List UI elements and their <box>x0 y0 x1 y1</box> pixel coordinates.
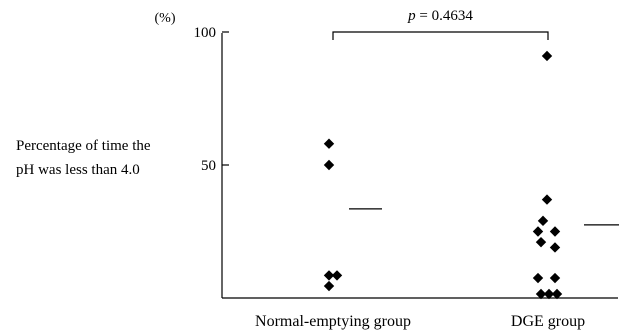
mean-lines <box>349 208 619 226</box>
data-point-group2-12 <box>551 288 563 300</box>
data-point-group1-4 <box>331 270 343 281</box>
category-label-1: Normal-emptying group <box>255 313 411 330</box>
data-point-group2-9 <box>549 272 561 284</box>
data-point-group2-1 <box>541 50 553 62</box>
y-axis-label-line-1: Percentage of time the <box>16 138 151 154</box>
data-point-group2-6 <box>535 236 547 248</box>
data-point-group1-3 <box>323 270 335 281</box>
y-axis-label-line-2: pH was less than 4.0 <box>16 162 140 178</box>
category-labels: Normal-emptying group DGE group <box>255 313 585 330</box>
data-point-group2-2 <box>541 194 553 205</box>
data-point-group2-4 <box>532 226 544 237</box>
bracket-line <box>332 31 549 40</box>
data-point-group1-1 <box>323 138 335 149</box>
data-point-group2-3 <box>537 215 549 227</box>
p-symbol: p <box>407 8 416 24</box>
p-value-text: = 0.4634 <box>416 8 474 24</box>
y-tick-label-50: 50 <box>201 158 216 174</box>
significance-bracket: p = 0.4634 <box>332 8 549 40</box>
data-point-group2-5 <box>549 226 561 237</box>
y-tick-label-100: 100 <box>194 25 217 41</box>
data-point-group2-7 <box>549 242 561 253</box>
data-point-group2-10 <box>535 288 547 300</box>
p-value-label: p = 0.4634 <box>407 8 473 24</box>
y-ticks: 50 100 <box>194 25 229 174</box>
data-point-group2-8 <box>532 272 544 284</box>
data-point-group2-11 <box>543 288 555 300</box>
y-unit-label: (%) <box>155 11 176 26</box>
data-point-group1-5 <box>323 280 335 292</box>
category-label-2: DGE group <box>511 313 585 330</box>
data-point-group1-2 <box>323 159 335 171</box>
data-points <box>323 50 563 300</box>
